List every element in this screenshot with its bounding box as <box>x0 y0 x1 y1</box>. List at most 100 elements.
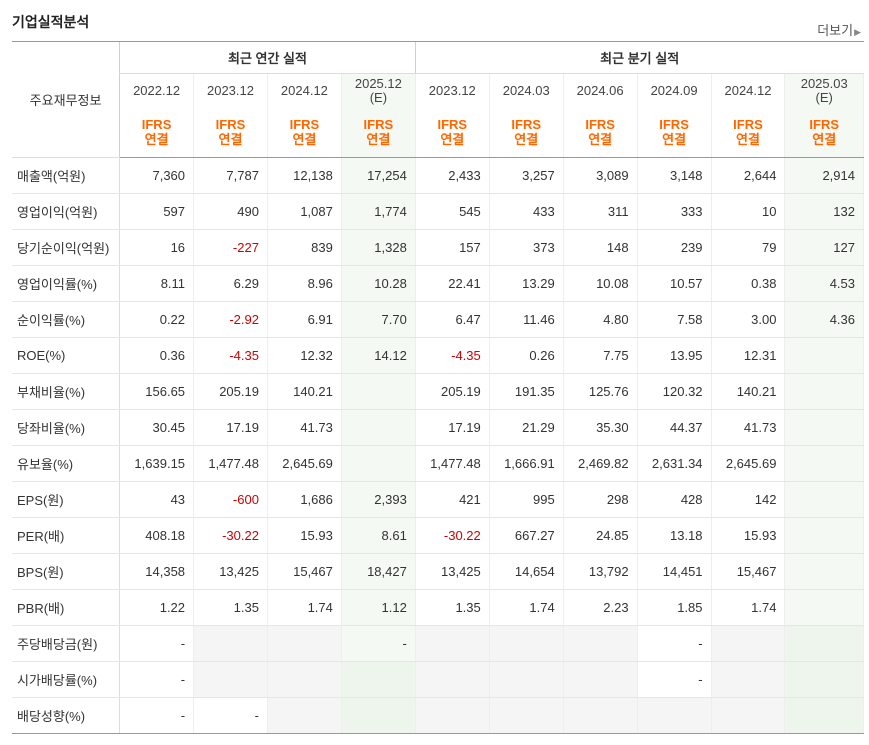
value-cell: 140.21 <box>711 373 786 410</box>
value-cell: 597 <box>119 193 195 230</box>
period-label: 2023.12 <box>206 82 254 98</box>
value-cell <box>711 625 786 662</box>
value-cell: 6.47 <box>414 301 490 338</box>
table-row: PBR(배) 1.22 1.35 1.74 1.12 1.35 1.74 2.23 1.85 1.… <box>12 589 864 626</box>
row-label: 유보율(%) <box>12 445 121 482</box>
ifrs-label: IFRS <box>215 117 246 132</box>
value-cell: 0.38 <box>711 265 786 302</box>
ifrs-label: IFRS <box>141 117 172 132</box>
value-cell: 140.21 <box>267 373 342 410</box>
period-header: 2024.12 <box>711 73 786 107</box>
ifrs-label: IFRS <box>585 117 615 132</box>
value-cell <box>563 625 638 662</box>
value-cell <box>489 625 564 662</box>
value-cell: 12.32 <box>267 337 342 374</box>
period-label: 2024.03 <box>502 82 550 98</box>
section-title: 기업실적분석 <box>12 14 90 30</box>
value-cell <box>784 625 864 662</box>
value-cell: 7,360 <box>119 157 195 194</box>
value-cell <box>489 697 564 734</box>
consolidated-label: 연결 <box>812 132 837 147</box>
value-cell: 6.91 <box>267 301 342 338</box>
row-label: PER(배) <box>12 517 121 554</box>
period-label: 2024.12 <box>724 82 772 98</box>
estimate-mark: (E) <box>369 89 388 105</box>
row-label: 당좌비율(%) <box>12 409 121 446</box>
value-cell: 156.65 <box>119 373 195 410</box>
period-header: 2024.09 <box>637 73 712 107</box>
annual-group-header: 최근 연간 실적 <box>119 41 416 74</box>
value-cell: - <box>119 625 195 662</box>
ifrs-badge: IFRS 연결 <box>489 107 564 158</box>
value-cell <box>267 625 342 662</box>
value-cell: 18,427 <box>341 553 416 590</box>
value-cell: -600 <box>193 481 268 518</box>
table-row: 배당성향(%) - - <box>12 697 864 734</box>
value-cell: 7.75 <box>563 337 638 374</box>
value-cell: 0.22 <box>119 301 195 338</box>
period-label: 2025.03 <box>800 75 848 91</box>
value-cell <box>414 697 490 734</box>
value-cell: 333 <box>637 193 712 230</box>
value-cell: 43 <box>119 481 195 518</box>
value-cell: 13.29 <box>489 265 564 302</box>
value-cell: 15.93 <box>267 517 342 554</box>
value-cell: 2,644 <box>711 157 786 194</box>
table-row: 매출액(억원) 7,360 7,787 12,138 17,254 2,433 3,257 3… <box>12 157 864 194</box>
chevron-right-icon: ▶ <box>854 27 861 37</box>
row-header-label: 주요재무정보 <box>12 41 120 158</box>
row-label: 영업이익률(%) <box>12 265 121 302</box>
value-cell: 17.19 <box>193 409 268 446</box>
value-cell: 2,645.69 <box>267 445 342 482</box>
value-cell: 3,089 <box>563 157 638 194</box>
value-cell <box>784 553 864 590</box>
value-cell: 239 <box>637 229 712 266</box>
value-cell: 30.45 <box>119 409 195 446</box>
value-cell: 12,138 <box>267 157 342 194</box>
value-cell: 1,477.48 <box>414 445 490 482</box>
value-cell: 1,774 <box>341 193 416 230</box>
value-cell <box>341 409 416 446</box>
period-header-row: 2022.12 2023.12 2024.12 2025.12 (E) 2023.12 20… <box>12 73 864 107</box>
value-cell: 4.53 <box>784 265 864 302</box>
financial-analysis-table: 주요재무정보 최근 연간 실적 최근 분기 실적 2022.12 2023.12 2… <box>12 41 864 734</box>
value-cell: 1.85 <box>637 589 712 626</box>
row-label: 영업이익(억원) <box>12 193 121 230</box>
value-cell: -2.92 <box>193 301 268 338</box>
value-cell: 41.73 <box>267 409 342 446</box>
value-cell <box>267 661 342 698</box>
value-cell: 205.19 <box>414 373 490 410</box>
more-link[interactable]: 더보기▶ <box>817 20 861 39</box>
value-cell: 13,425 <box>414 553 490 590</box>
period-label: 2024.06 <box>576 82 624 98</box>
value-cell: 545 <box>414 193 490 230</box>
value-cell: 408.18 <box>119 517 195 554</box>
table-row: 유보율(%) 1,639.15 1,477.48 2,645.69 1,477.48 1,… <box>12 445 864 482</box>
value-cell <box>637 697 712 734</box>
value-cell: 125.76 <box>563 373 638 410</box>
value-cell: 127 <box>784 229 864 266</box>
value-cell: 1,328 <box>341 229 416 266</box>
value-cell <box>341 661 416 698</box>
value-cell: 7,787 <box>193 157 268 194</box>
consolidated-label: 연결 <box>366 132 391 147</box>
value-cell: - <box>341 625 416 662</box>
value-cell <box>341 373 416 410</box>
consolidated-label: 연결 <box>662 132 687 147</box>
table-row: 주당배당금(원) - - - <box>12 625 864 662</box>
value-cell: 2,645.69 <box>711 445 786 482</box>
value-cell: 1,686 <box>267 481 342 518</box>
ifrs-badge: IFRS 연결 <box>414 107 490 158</box>
period-header: 2023.12 <box>414 73 490 107</box>
row-label: 주당배당금(원) <box>12 625 121 662</box>
period-label: 2023.12 <box>428 82 476 98</box>
value-cell: - <box>119 661 195 698</box>
value-cell: 17,254 <box>341 157 416 194</box>
quarter-group-header: 최근 분기 실적 <box>414 41 864 74</box>
value-cell: -4.35 <box>414 337 490 374</box>
value-cell: 10 <box>711 193 786 230</box>
value-cell: 13,425 <box>193 553 268 590</box>
value-cell: 142 <box>711 481 786 518</box>
more-link-label: 더보기 <box>817 23 854 38</box>
table-row: 순이익률(%) 0.22 -2.92 6.91 7.70 6.47 11.46 4.80 7.5… <box>12 301 864 338</box>
